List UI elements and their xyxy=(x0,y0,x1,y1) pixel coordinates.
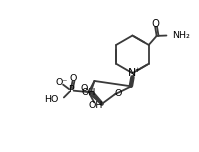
Text: O: O xyxy=(152,19,160,29)
Text: O⁻: O⁻ xyxy=(55,78,68,86)
Text: O: O xyxy=(114,89,121,98)
Text: OH: OH xyxy=(82,88,96,97)
Text: +: + xyxy=(134,67,139,73)
Text: P: P xyxy=(68,85,74,94)
Text: HO: HO xyxy=(44,95,59,104)
Text: O: O xyxy=(70,74,77,83)
Text: O: O xyxy=(80,84,88,93)
Text: OH: OH xyxy=(88,101,103,110)
Text: N: N xyxy=(128,68,137,78)
Text: NH₂: NH₂ xyxy=(173,31,190,40)
